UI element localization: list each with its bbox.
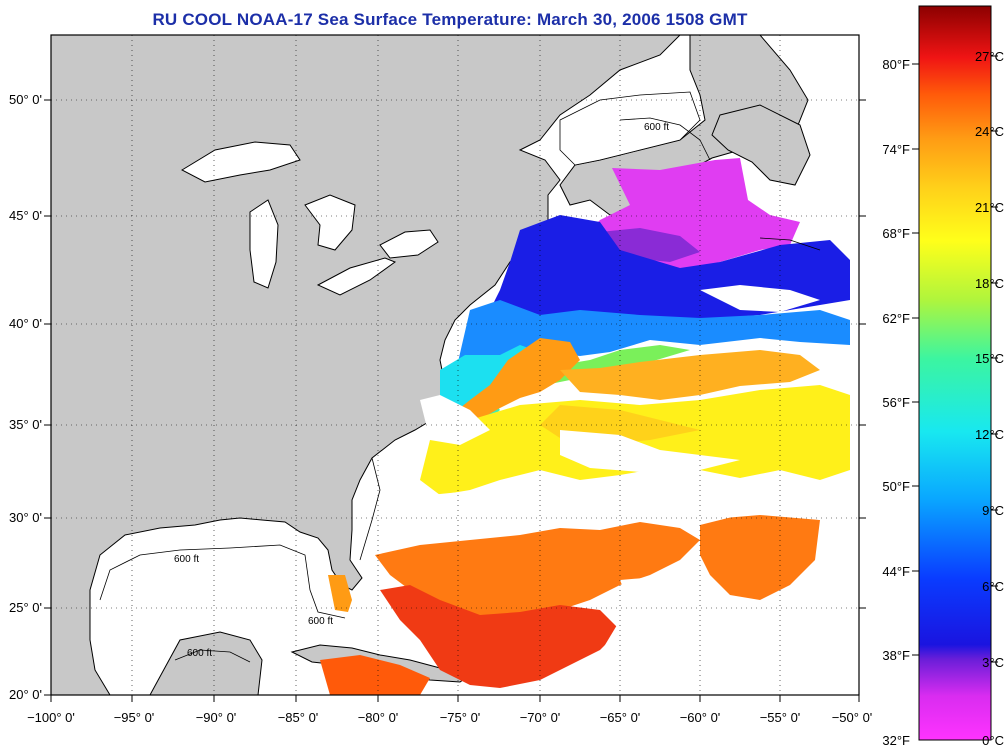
- colorbar-f-label: 44°F: [882, 564, 910, 579]
- contour-600ft: [99, 117, 821, 663]
- lon-label: −65° 0': [600, 710, 641, 725]
- lon-label: −55° 0': [760, 710, 801, 725]
- land-north-america: [51, 35, 681, 695]
- lat-label: 25° 0': [9, 600, 42, 615]
- graticule: [51, 35, 859, 695]
- colorbar-c-label: 21°C: [975, 200, 1004, 215]
- lat-label: 35° 0': [9, 417, 42, 432]
- colorbar-f-label: 32°F: [882, 733, 910, 748]
- map-area: 600 ft 600 ft 600 ft 600 ft: [51, 35, 859, 695]
- lon-label: −90° 0': [196, 710, 237, 725]
- lon-label: −100° 0': [27, 710, 75, 725]
- latitude-labels: 50° 0' 45° 0' 40° 0' 35° 0' 30° 0' 25° 0…: [9, 92, 42, 702]
- lon-label: −75° 0': [440, 710, 481, 725]
- colorbar-c-label: 0°C: [982, 733, 1004, 748]
- lon-label: −85° 0': [278, 710, 319, 725]
- cloud-gaps: [400, 285, 850, 695]
- lon-label: −80° 0': [358, 710, 399, 725]
- map-frame: [50, 34, 860, 696]
- lon-label: −60° 0': [680, 710, 721, 725]
- lat-label: 30° 0': [9, 510, 42, 525]
- colorbar-f-label: 38°F: [882, 648, 910, 663]
- colorbar-f-label: 62°F: [882, 311, 910, 326]
- colorbar-gradient: [918, 5, 992, 741]
- colorbar-c-label: 6°C: [982, 579, 1004, 594]
- lon-label: −95° 0': [114, 710, 155, 725]
- colorbar-f-label: 80°F: [882, 57, 910, 72]
- lon-label: −70° 0': [520, 710, 561, 725]
- lat-label: 40° 0': [9, 316, 42, 331]
- contour-label-2: 600 ft: [174, 554, 199, 565]
- colorbar-c-label: 18°C: [975, 276, 1004, 291]
- colorbar-f-label: 68°F: [882, 226, 910, 241]
- colorbar-c-label: 3°C: [982, 655, 1004, 670]
- colorbar-c-label: 27°C: [975, 49, 1004, 64]
- great-lakes: [180, 141, 439, 296]
- land-yucatan: [149, 631, 263, 695]
- contour-label-4: 600 ft: [187, 648, 212, 659]
- colorbar-c-label: 9°C: [982, 503, 1004, 518]
- colorbar-c-label: 24°C: [975, 124, 1004, 139]
- colorbar: 80°F 74°F 68°F 62°F 56°F 50°F 44°F 38°F …: [882, 5, 1004, 748]
- colorbar-f-label: 74°F: [882, 142, 910, 157]
- lon-label: −50° 0': [832, 710, 873, 725]
- lat-label: 20° 0': [9, 687, 42, 702]
- lat-label: 45° 0': [9, 208, 42, 223]
- colorbar-f-label: 56°F: [882, 395, 910, 410]
- colorbar-c-label: 15°C: [975, 351, 1004, 366]
- contour-label-1: 600 ft: [644, 122, 669, 133]
- colorbar-f-label: 50°F: [882, 479, 910, 494]
- colorbar-c-label: 12°C: [975, 427, 1004, 442]
- lat-label: 50° 0': [9, 92, 42, 107]
- tick-marks: [44, 99, 866, 702]
- contour-label-3: 600 ft: [308, 616, 333, 627]
- map-title: RU COOL NOAA-17 Sea Surface Temperature:…: [152, 10, 748, 29]
- longitude-labels: −100° 0' −95° 0' −90° 0' −85° 0' −80° 0'…: [27, 710, 872, 725]
